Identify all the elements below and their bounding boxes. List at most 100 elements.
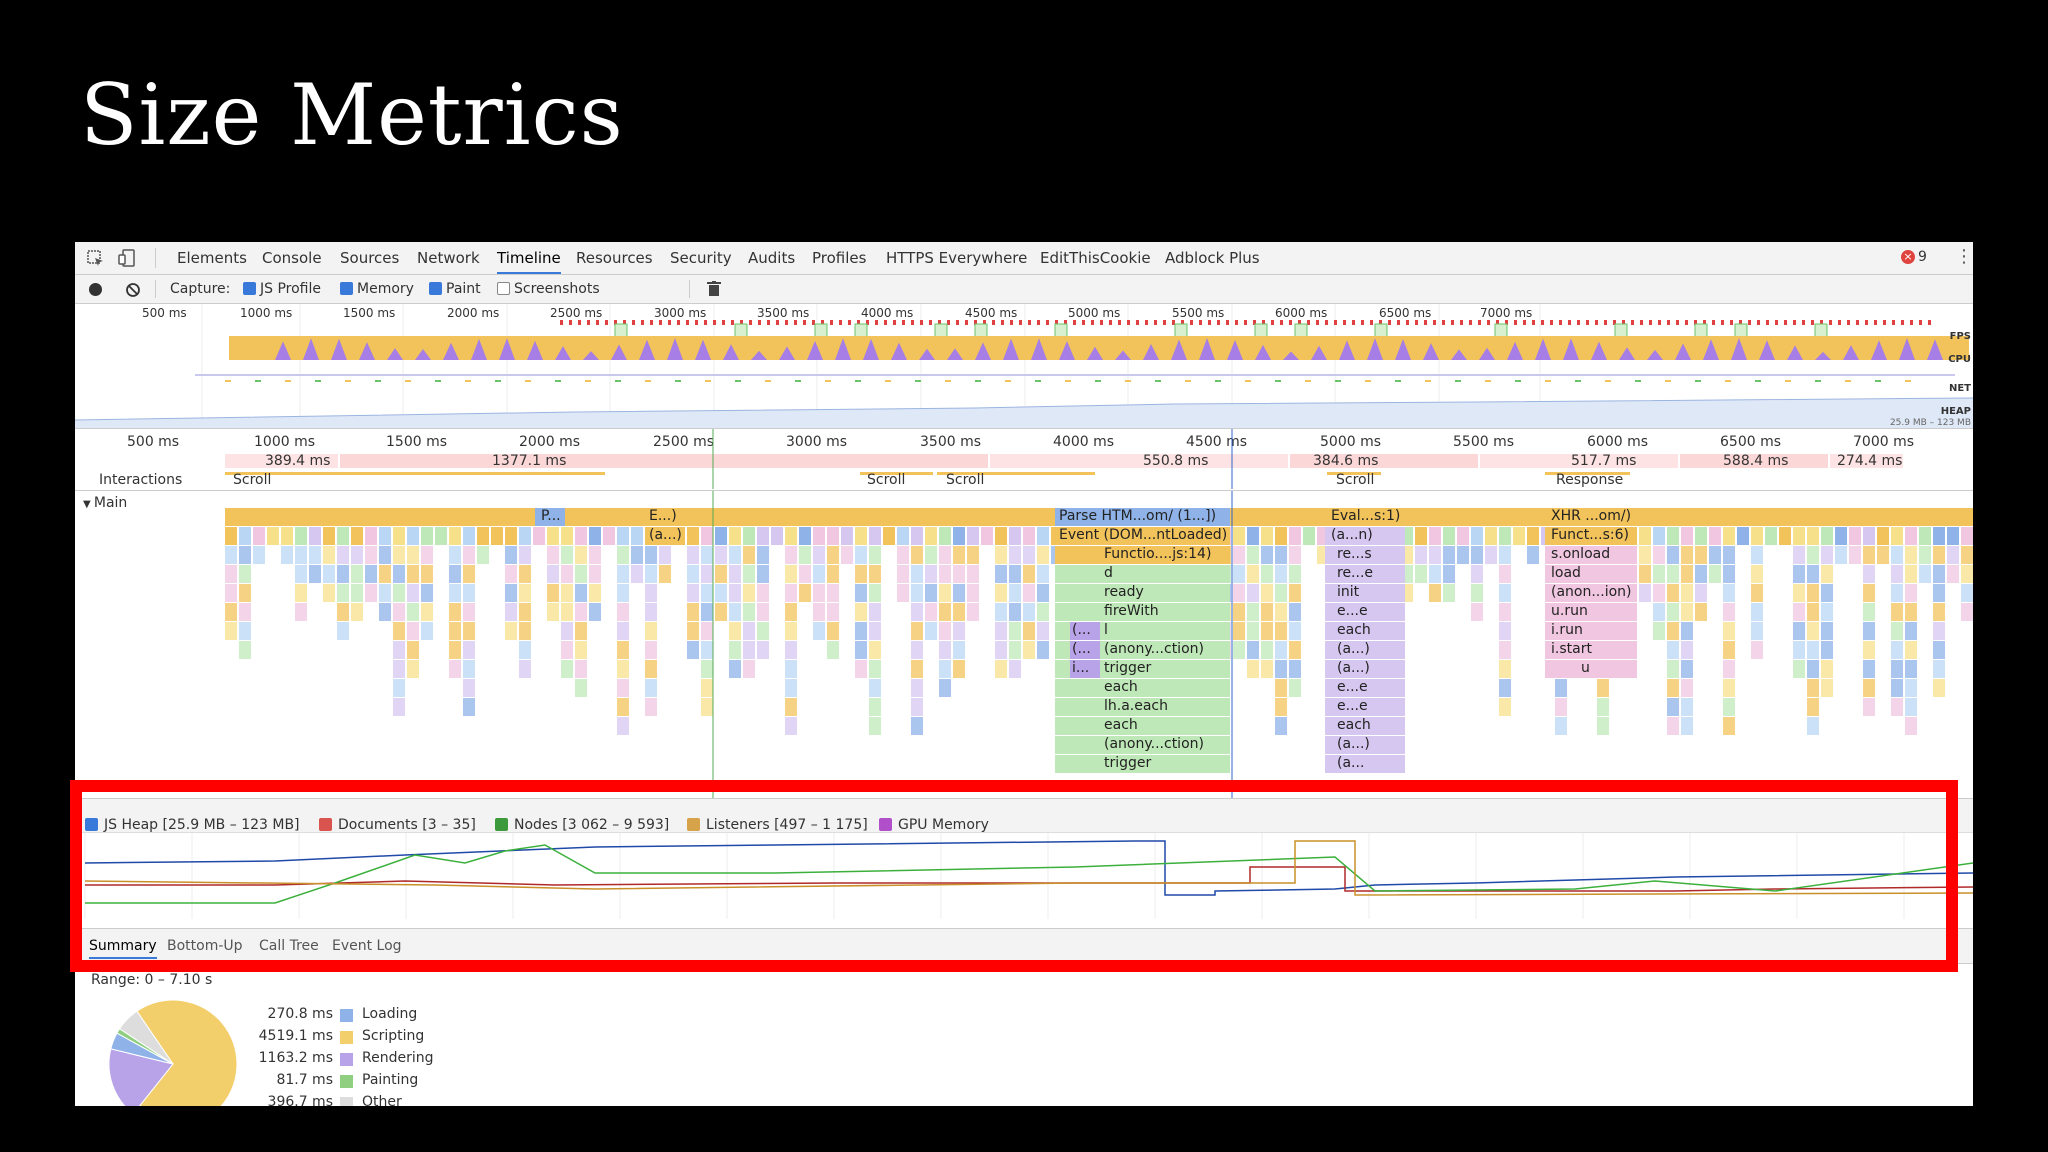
flame-block [1247, 603, 1259, 621]
tab-summary[interactable]: Summary [89, 938, 157, 959]
flame-block [575, 660, 587, 678]
flame-block [1037, 565, 1049, 583]
frame-duration: 389.4 ms [265, 453, 331, 469]
flame-frame-label: (... [1072, 622, 1091, 638]
interaction-scroll[interactable]: Scroll [1336, 472, 1375, 488]
interaction-bar [860, 472, 933, 475]
tab-bottom-up[interactable]: Bottom-Up [167, 938, 243, 954]
flame-block [1499, 679, 1511, 697]
fps-marker [1190, 320, 1193, 325]
flame-block [589, 527, 601, 545]
interaction-scroll[interactable]: Scroll [233, 472, 272, 488]
flame-block [239, 641, 251, 659]
nodes-counter[interactable]: Nodes [3 062 – 9 593] [495, 817, 669, 833]
tab-console[interactable]: Console [262, 249, 322, 267]
interaction-scroll[interactable]: Scroll [867, 472, 906, 488]
screenshots-checkbox[interactable]: Screenshots [497, 281, 600, 297]
flame-block [421, 622, 433, 640]
flame-block [785, 603, 797, 621]
flame-block [1821, 622, 1833, 640]
tab-sources[interactable]: Sources [340, 249, 400, 267]
tab-editthiscookie[interactable]: EditThisCookie [1040, 249, 1151, 267]
flame-block [463, 546, 475, 564]
tab-network[interactable]: Network [417, 249, 480, 267]
net-track-label: NET [1948, 383, 1971, 394]
interaction-scroll[interactable]: Scroll [946, 472, 985, 488]
tab-audits[interactable]: Audits [748, 249, 796, 267]
legend-swatch [340, 1097, 353, 1106]
tab-profiles[interactable]: Profiles [812, 249, 867, 267]
inspect-element-icon[interactable] [87, 250, 105, 268]
timeline-overview[interactable]: 500 ms 1000 ms 1500 ms 2000 ms 2500 ms 3000 m… [75, 304, 1973, 428]
flame-block [1863, 584, 1875, 602]
flame-block [1681, 565, 1693, 583]
flame-block [925, 584, 937, 602]
flame-block [505, 565, 517, 583]
tab-resources[interactable]: Resources [576, 249, 653, 267]
flame-block [1325, 546, 1405, 564]
flame-block [603, 527, 615, 545]
fps-marker [1496, 320, 1499, 325]
expand-triangle-icon: ▼ [83, 499, 94, 510]
documents-counter[interactable]: Documents [3 – 35] [319, 817, 476, 833]
tab-elements[interactable]: Elements [177, 249, 247, 267]
error-icon[interactable]: × [1901, 250, 1915, 264]
flame-block [785, 546, 797, 564]
flame-block [1835, 527, 1847, 545]
fps-marker [839, 320, 842, 325]
record-icon[interactable] [89, 283, 102, 296]
device-mode-icon[interactable] [117, 248, 137, 268]
flame-frame-label: (a...) [649, 527, 682, 543]
tab-event-log[interactable]: Event Log [332, 938, 402, 954]
legend-swatch [340, 1053, 353, 1066]
tab-call-tree[interactable]: Call Tree [259, 938, 319, 954]
error-count[interactable]: 9 [1918, 249, 1927, 265]
flame-frame-label: (a...) [1337, 660, 1370, 676]
trash-icon[interactable] [707, 281, 721, 297]
counters-graph-area[interactable] [75, 832, 1973, 919]
fps-marker [1388, 320, 1391, 325]
gpu-memory-counter[interactable]: GPU Memory [879, 817, 989, 833]
tab-security[interactable]: Security [670, 249, 732, 267]
main-thread-flame-chart[interactable]: ▼ Main Parse HTM...om/ (1...]) Event (DOM… [75, 490, 1973, 863]
tab-adblock-plus[interactable]: Adblock Plus [1165, 249, 1260, 267]
fps-marker [1271, 320, 1274, 325]
ruler-tick-label: 5000 ms [1320, 434, 1382, 450]
flame-block [267, 527, 279, 545]
net-request [1695, 380, 1701, 382]
fps-marker [1298, 320, 1301, 325]
clear-icon[interactable] [125, 282, 141, 298]
cpu-rendering-peak [1227, 339, 1243, 360]
listeners-counter[interactable]: Listeners [497 – 1 175] [687, 817, 868, 833]
flame-block [1807, 660, 1819, 678]
net-request [855, 380, 861, 382]
js-heap-counter[interactable]: JS Heap [25.9 MB – 123 MB] [85, 817, 300, 833]
fps-marker [1658, 320, 1661, 325]
cpu-rendering-peak [499, 338, 515, 360]
flame-block [1023, 622, 1035, 640]
tab-https-everywhere[interactable]: HTTPS Everywhere [886, 249, 1028, 267]
js-profile-checkbox[interactable]: JS Profile [243, 281, 321, 297]
capture-label: Capture: [170, 281, 231, 297]
flame-block [1055, 603, 1230, 621]
flame-block [1765, 527, 1777, 545]
interaction-response[interactable]: Response [1556, 472, 1624, 488]
cpu-rendering-peak [1451, 349, 1467, 360]
flame-block [1667, 527, 1679, 545]
overview-tick-label: 1000 ms [240, 306, 293, 320]
memory-checkbox[interactable]: Memory [340, 281, 414, 297]
flame-frame-label: Functio....js:14) [1104, 546, 1212, 562]
net-request [375, 380, 381, 382]
more-menu-icon[interactable]: ⋮ [1955, 246, 1973, 267]
flame-block [1681, 660, 1693, 678]
main-track-label[interactable]: ▼ Main [83, 495, 127, 511]
flame-block [1835, 546, 1847, 564]
tab-timeline[interactable]: Timeline [497, 249, 561, 274]
fps-marker [731, 320, 734, 325]
paint-checkbox[interactable]: Paint [429, 281, 481, 297]
cpu-rendering-peak [1031, 338, 1047, 360]
flame-block [911, 527, 923, 545]
flame-block [1499, 565, 1511, 583]
cpu-rendering-peak [723, 344, 739, 360]
heap-range: 25.9 MB – 123 MB [1889, 418, 1971, 428]
